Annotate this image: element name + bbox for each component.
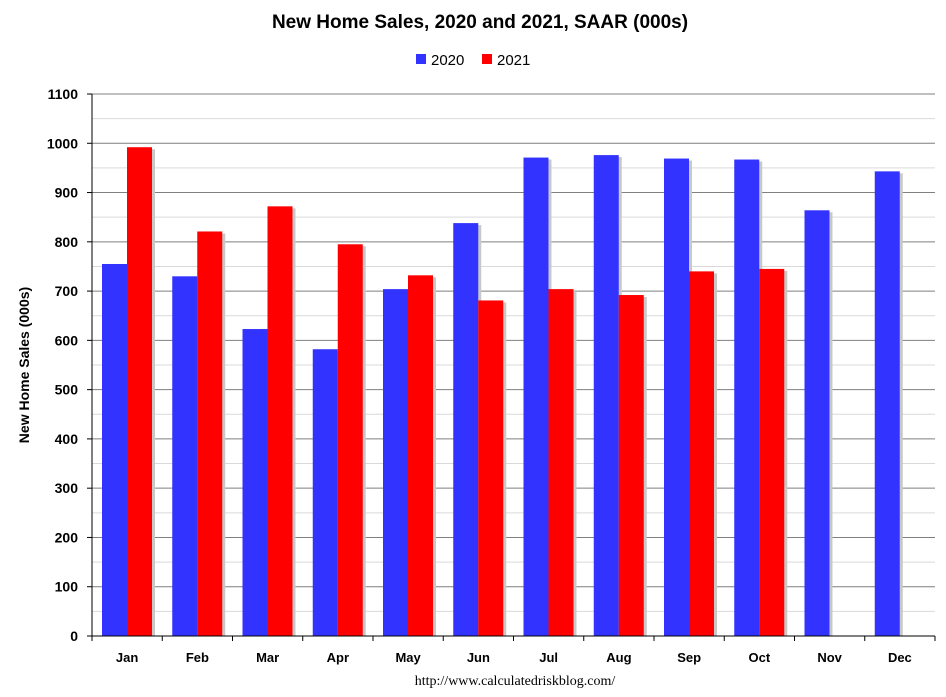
x-tick-label: Mar: [256, 650, 279, 665]
y-axis-ticks: 0 100 200 300 400 500 600 700 800 900 1000 1100: [47, 86, 78, 644]
legend-swatch-2021: [482, 54, 492, 64]
bar-2020-apr: [312, 349, 338, 636]
legend-swatch-2020: [416, 54, 426, 64]
bar-2021-sep: [689, 271, 714, 636]
y-tick-label: 1100: [48, 86, 79, 102]
bar-2020-oct: [734, 159, 760, 637]
y-tick-label: 600: [55, 332, 79, 348]
x-tick-label: Jul: [539, 650, 558, 665]
x-tick-label: Dec: [888, 650, 912, 665]
y-tick-label: 100: [55, 579, 79, 595]
bars: [102, 147, 903, 637]
y-tick-label: 300: [55, 480, 79, 496]
y-tick-label: 500: [55, 382, 79, 398]
grid: [92, 93, 935, 612]
bar-2021-apr: [337, 244, 363, 637]
y-tick-label: 700: [55, 283, 79, 299]
x-tick-label: Aug: [606, 650, 631, 665]
bar-2020-aug: [593, 155, 619, 636]
bar-2020-jul: [523, 157, 549, 636]
bar-2020-jun: [453, 223, 479, 636]
bar-2021-aug: [618, 295, 644, 636]
bar-2021-oct: [759, 268, 785, 636]
y-tick-label: 800: [55, 234, 79, 250]
chart-title: New Home Sales, 2020 and 2021, SAAR (000…: [272, 12, 688, 33]
bar-2020-sep: [664, 158, 689, 636]
x-tick-label: Nov: [817, 650, 842, 665]
bar-2021-may: [408, 275, 433, 636]
y-tick-label: 200: [55, 529, 79, 545]
legend-label-2020: 2020: [431, 52, 464, 69]
y-tick-label: 900: [55, 185, 79, 201]
bar-2021-jun: [478, 300, 504, 636]
y-tick-label: 1000: [47, 135, 78, 151]
x-tick-label: May: [395, 650, 421, 665]
x-tick-label: Jan: [116, 650, 138, 665]
bar-2020-nov: [804, 210, 830, 636]
x-tick-label: Sep: [677, 650, 701, 665]
bar-2020-dec: [874, 171, 900, 636]
x-axis-ticks: Jan Feb Mar Apr May Jun Jul Aug Sep Oct Nov Dec: [116, 650, 912, 665]
source-credit: http://www.calculatedriskblog.com/: [415, 674, 616, 689]
x-tick-label: Oct: [749, 650, 771, 665]
bar-2021-jul: [548, 289, 574, 636]
bar-2020-jan: [102, 263, 127, 636]
bar-2020-may: [383, 289, 408, 636]
bar-2021-feb: [197, 231, 223, 637]
legend-label-2021: 2021: [497, 52, 530, 69]
bar-2020-feb: [172, 276, 198, 636]
y-tick-label: 0: [70, 628, 78, 644]
axes: [87, 93, 936, 641]
bar-2021-jan: [127, 147, 152, 636]
x-tick-label: Jun: [467, 650, 490, 665]
y-axis-label: New Home Sales (000s): [16, 287, 32, 443]
bar-2020-mar: [242, 329, 268, 636]
bar-2021-mar: [267, 206, 293, 637]
y-tick-label: 400: [55, 431, 79, 447]
legend: 2020 2021: [416, 52, 530, 69]
x-tick-label: Feb: [186, 650, 209, 665]
x-tick-label: Apr: [327, 650, 349, 665]
